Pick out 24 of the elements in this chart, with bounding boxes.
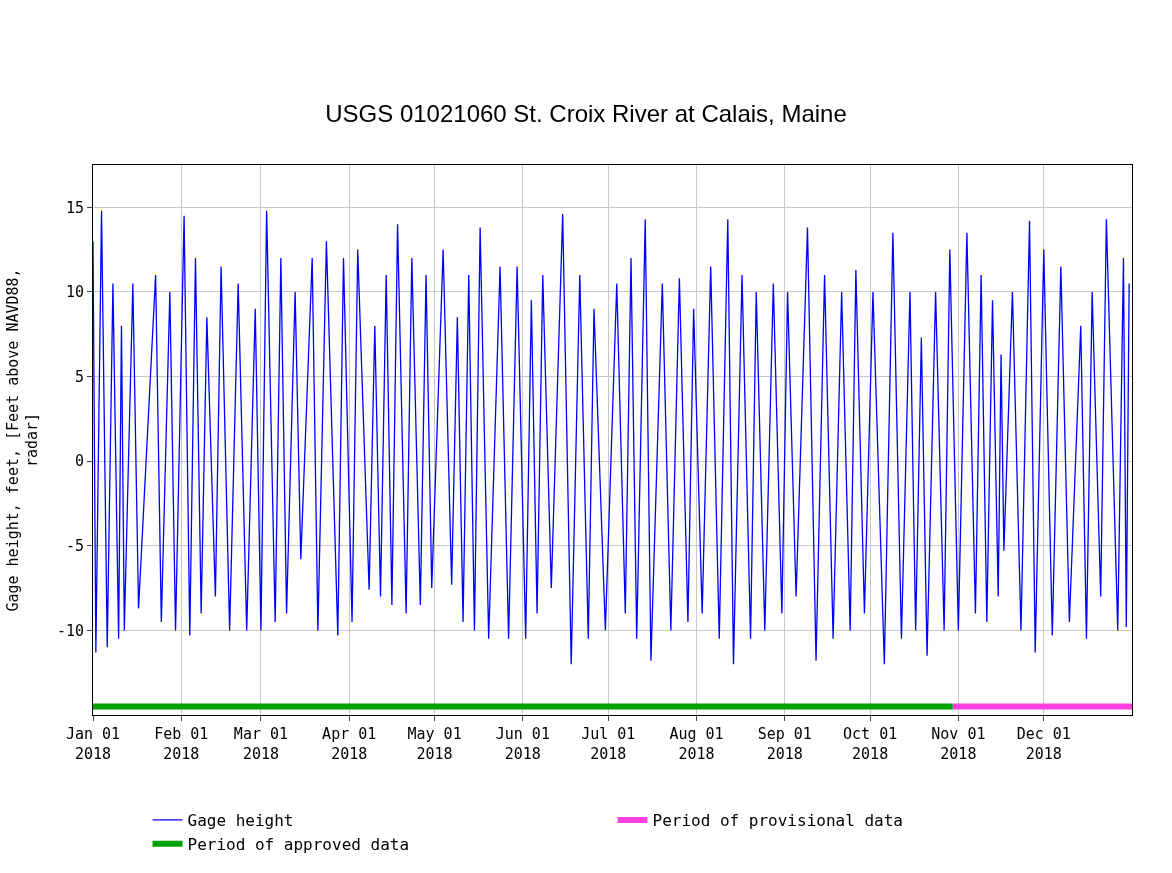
x-tick-label: May 01 2018 <box>407 725 462 763</box>
x-tick-label: Jul 01 2018 <box>581 725 636 763</box>
x-tick-label: Apr 01 2018 <box>322 725 377 763</box>
y-tick-label: 0 <box>74 452 84 471</box>
x-tick-label: Aug 01 2018 <box>669 725 724 763</box>
legend-label: Period of provisional data <box>652 811 903 831</box>
legend-label: Period of approved data <box>187 834 410 854</box>
y-tick-label: -10 <box>56 621 84 640</box>
y-tick-label: 10 <box>65 283 84 302</box>
y-tick-label: 5 <box>74 367 84 386</box>
x-tick-label: Mar 01 2018 <box>233 725 289 763</box>
x-tick-label: Feb 01 2018 <box>154 725 209 763</box>
legend-label: Gage height <box>187 811 294 831</box>
y-tick-label: 15 <box>65 198 84 217</box>
x-tick-label: Oct 01 2018 <box>843 725 898 763</box>
y-tick-label: -5 <box>65 537 84 556</box>
x-tick-label: Nov 01 2018 <box>931 725 986 763</box>
x-tick-label: Jan 01 2018 <box>65 725 121 763</box>
chart-title: USGS 01021060 St. Croix River at Calais, Maine <box>325 99 847 127</box>
line-series <box>93 210 1130 665</box>
x-tick-label: Dec 01 2018 <box>1016 725 1071 763</box>
x-tick-label: Jun 01 2018 <box>495 725 550 763</box>
y-axis-title: Gage height, feet, [Feet above NAVD88, radar] <box>3 268 42 612</box>
x-tick-label: Sep 01 2018 <box>757 725 812 763</box>
